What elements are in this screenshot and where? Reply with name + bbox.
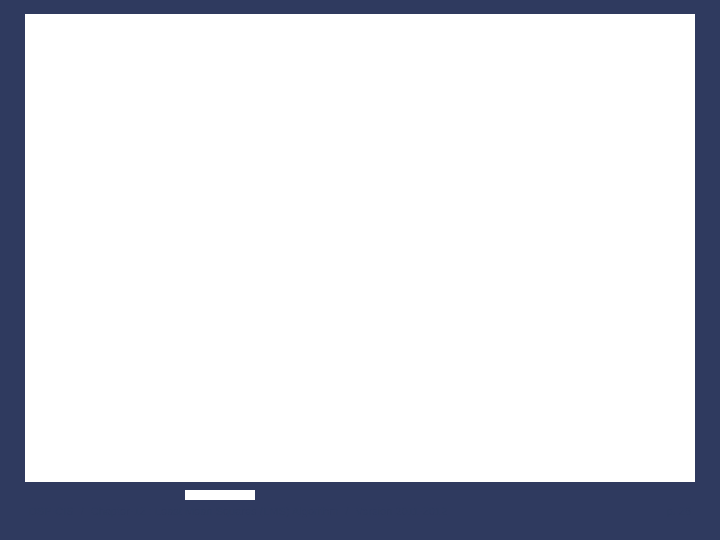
footer-course: DSP-CIS <box>29 506 74 518</box>
footer-bar-segment-left <box>25 490 185 500</box>
footer-chapter: Chapter-12 : Least Mean Squares (LMS) Al… <box>91 506 339 518</box>
footer-separator: / <box>81 506 84 518</box>
footer-page-number: p. 28 <box>667 506 691 518</box>
footer-bar-segment-gap <box>185 490 255 500</box>
footer-bar-segment-right <box>255 490 720 500</box>
slide-content-area <box>25 14 695 482</box>
footer-text-row: DSP-CIS / Chapter-12 : Least Mean Square… <box>25 506 695 526</box>
footer-separator: / <box>346 506 349 518</box>
footer-accent-bar <box>25 490 695 500</box>
footer-left-text: DSP-CIS / Chapter-12 : Least Mean Square… <box>29 506 447 518</box>
footer-version: Version 2011-2012 <box>356 506 448 518</box>
